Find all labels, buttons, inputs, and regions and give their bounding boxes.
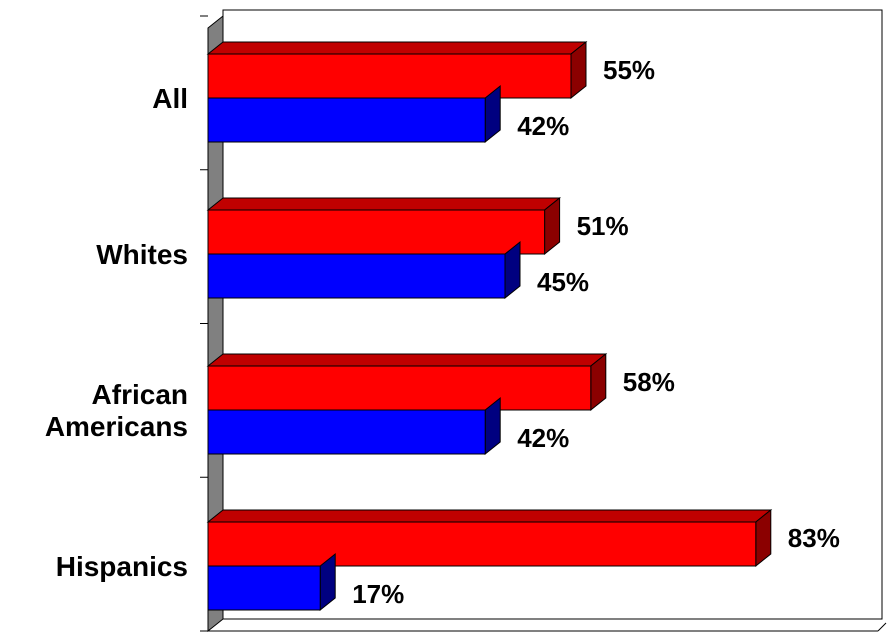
category-label-line: All [152, 83, 188, 114]
category-label: Whites [96, 239, 188, 270]
bar [207, 253, 506, 299]
data-label: 42% [517, 423, 569, 453]
bar [207, 409, 486, 455]
data-label: 42% [517, 111, 569, 141]
data-label: 83% [788, 523, 840, 553]
data-label: 17% [352, 579, 404, 609]
bar-top-face [206, 197, 562, 211]
data-label: 45% [537, 267, 589, 297]
data-label: 55% [603, 55, 655, 85]
category-label: All [152, 83, 188, 114]
category-label-line: Whites [96, 239, 188, 270]
data-label: 58% [623, 367, 675, 397]
bar [207, 565, 321, 611]
bar [207, 209, 546, 255]
category-label-line: African [92, 379, 188, 410]
category-label-line: Hispanics [56, 551, 188, 582]
plot-floor-corner [877, 622, 887, 632]
category-label: Hispanics [56, 551, 188, 582]
bar-top-face [206, 509, 773, 523]
bar-top-face [206, 41, 588, 55]
bar-top-face [206, 353, 608, 367]
bar [207, 53, 572, 99]
category-label: African Americans [45, 379, 188, 442]
bar [207, 521, 757, 567]
data-label: 51% [577, 211, 629, 241]
bar [207, 365, 592, 411]
category-label-line: Americans [45, 411, 188, 442]
bar [207, 97, 486, 143]
